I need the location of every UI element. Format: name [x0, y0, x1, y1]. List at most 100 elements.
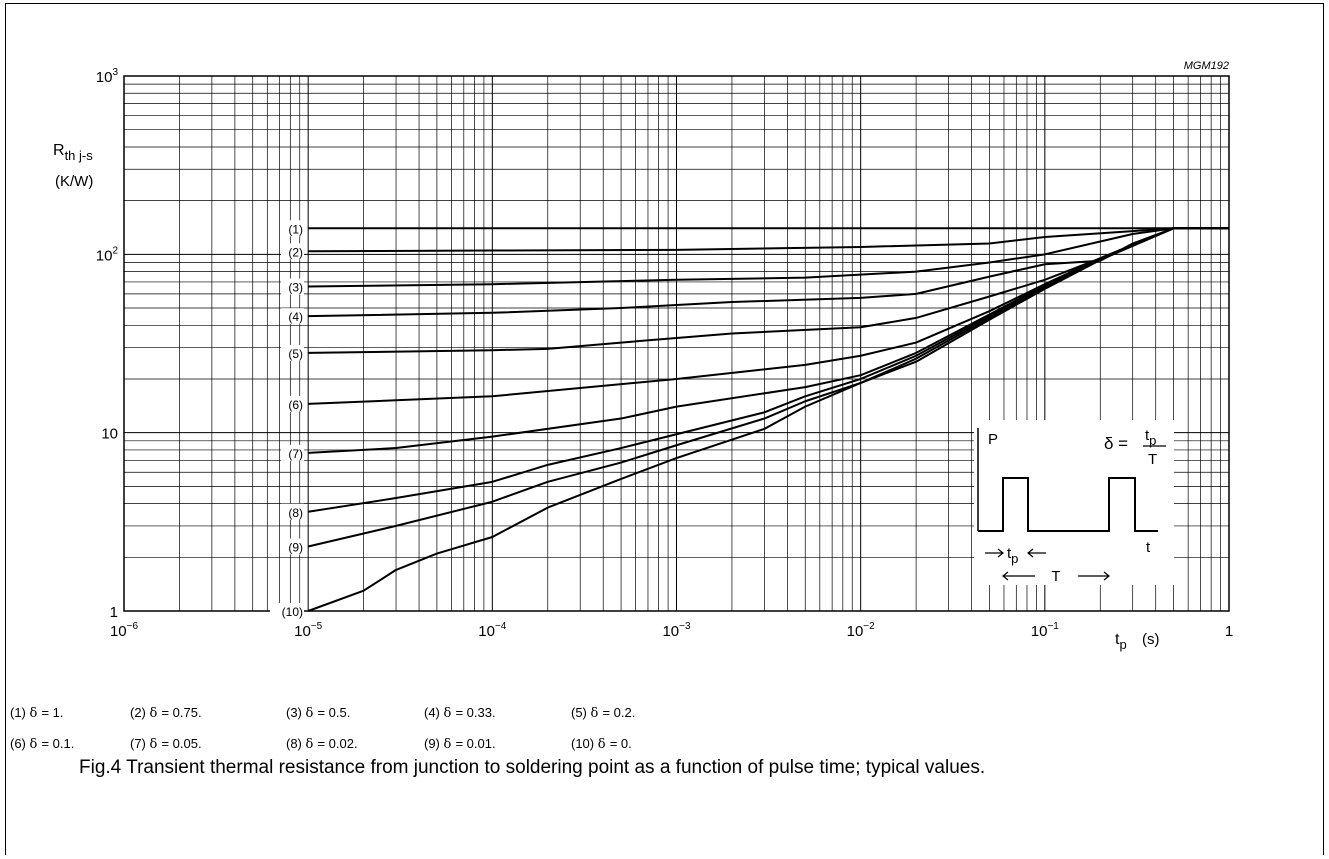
x-tick-label: 10−2: [847, 621, 876, 640]
legend-value: = 0.75.: [161, 705, 202, 720]
legend-number: (5): [571, 705, 591, 720]
inset-tp-label: tp: [1007, 545, 1018, 566]
y-axis-title: Rth j-s: [53, 142, 93, 163]
curve-label-background: [281, 220, 304, 237]
legend-item: (1) δ = 1.: [10, 705, 64, 721]
x-axis-label: tp (s): [1115, 631, 1160, 652]
y-axis-label: Rth j-s (K/W): [48, 135, 118, 195]
curve-label-9: (9): [288, 540, 303, 554]
legend-number: (9): [424, 736, 444, 751]
legend-delta-symbol: δ: [443, 737, 456, 752]
legend-value: = 1.: [41, 705, 64, 720]
curve-label-background: [281, 308, 304, 325]
curve-10: [307, 227, 1229, 612]
inset-formula-lhs: δ =: [1104, 434, 1128, 453]
plot-area-border: [123, 75, 1230, 612]
curve-label-2: (2): [288, 245, 303, 259]
curve-label-background: [281, 243, 304, 260]
legend-number: (2): [130, 705, 150, 720]
legend-item: (9) δ = 0.01.: [424, 736, 496, 752]
inset-period-arrow-left: [1002, 571, 1035, 581]
pulse-inset-diagram: Pt tp Tδ = tp T: [974, 420, 1174, 585]
x-tick-label: 1: [1225, 623, 1233, 640]
legend-delta-symbol: δ: [149, 706, 162, 721]
chart-curves: [307, 227, 1229, 612]
y-tick-label: 10: [101, 426, 118, 443]
legend-value: = 0.02.: [317, 736, 358, 751]
legend-number: (6): [10, 736, 30, 751]
curve-label-3: (3): [288, 281, 303, 295]
legend-item: (4) δ = 0.33.: [424, 705, 496, 721]
legend-number: (8): [286, 736, 306, 751]
curve-label-6: (6): [288, 398, 303, 412]
legend-delta-symbol: δ: [305, 706, 318, 721]
legend-delta-symbol: δ: [597, 737, 610, 752]
legend-item: (2) δ = 0.75.: [130, 705, 202, 721]
legend-item: (10) δ = 0.: [571, 736, 632, 752]
legend-value: = 0.01.: [455, 736, 496, 751]
legend-delta-symbol: δ: [305, 737, 318, 752]
x-axis-title: tp: [1115, 631, 1127, 652]
inset-p-label: P: [988, 431, 998, 448]
legend-item: (7) δ = 0.05.: [130, 736, 202, 752]
inset-period-label: T: [1051, 568, 1060, 585]
curve-label-background: [281, 444, 304, 461]
curve-label-7: (7): [288, 447, 303, 461]
figure-frame: [5, 3, 1324, 855]
inset-pulse-waveform: [978, 477, 1158, 532]
legend-value: = 0.33.: [455, 705, 496, 720]
curve-7: [308, 227, 1229, 454]
legend-item: (3) δ = 0.5.: [286, 705, 350, 721]
x-tick-label: 10−1: [1031, 621, 1060, 640]
figure-caption: Fig.4 Transient thermal resistance from …: [79, 757, 986, 778]
legend-item: (6) δ = 0.1.: [10, 736, 74, 752]
x-tick-label: 10−4: [478, 621, 507, 640]
curve-label-5: (5): [288, 347, 303, 361]
inset-tp-arrow-left: [985, 548, 1004, 558]
y-axis-tick-labels: 1 10 102 103: [96, 67, 119, 621]
y-tick-label: 102: [96, 245, 119, 264]
inset-tp-arrow-right: [1027, 548, 1046, 558]
legend-number: (3): [286, 705, 306, 720]
legend-value: = 0.5.: [317, 705, 351, 720]
legend-value: = 0.2.: [602, 705, 636, 720]
inset-period-arrow-right: [1078, 571, 1110, 581]
legend-number: (7): [130, 736, 150, 751]
thermal-resistance-chart: (1) (2) (3) (4) (5) (6) (7) (8) (9) (10) 10−6 10−5…: [48, 60, 1234, 652]
curve-3: [308, 227, 1229, 288]
legend-delta-symbol: δ: [590, 706, 603, 721]
curve-label-10: (10): [282, 605, 303, 619]
legend-delta-symbol: δ: [29, 706, 42, 721]
curve-label-background: [270, 603, 304, 619]
x-tick-label: 10−3: [662, 621, 691, 640]
y-axis-unit: (K/W): [55, 173, 93, 190]
legend-number: (1): [10, 705, 30, 720]
legend-item: (8) δ = 0.02.: [286, 736, 358, 752]
inset-t-label: t: [1146, 539, 1151, 556]
curve-5: [308, 227, 1229, 354]
legend-item: (5) δ = 0.2.: [571, 705, 635, 721]
chart-code-label: MGM192: [1184, 60, 1229, 72]
y-tick-label: 1: [110, 604, 118, 621]
curve-label-background: [281, 503, 304, 520]
curve-label-background: [281, 344, 304, 361]
legend-delta-symbol: δ: [29, 737, 42, 752]
legend-value: = 0.1.: [41, 736, 75, 751]
y-tick-label: 103: [96, 67, 119, 86]
x-axis-unit: (s): [1142, 631, 1160, 648]
y-axis-label-background: [48, 135, 118, 195]
legend-number: (10): [571, 736, 598, 751]
inset-background: [974, 420, 1174, 585]
curve-label-8: (8): [288, 506, 303, 520]
curve-label-background: [281, 278, 304, 295]
curve-label-4: (4): [288, 310, 303, 324]
chart-grid: [123, 76, 1229, 612]
curve-label-1: (1): [288, 222, 303, 236]
x-axis-tick-labels: 10−6 10−5 10−4 10−3 10−2 10−1 1: [110, 621, 1233, 640]
legend-number: (4): [424, 705, 444, 720]
inset-formula-denominator: T: [1148, 451, 1157, 468]
curve-labels: (1) (2) (3) (4) (5) (6) (7) (8) (9) (10): [270, 220, 304, 619]
inset-formula-numerator: tp: [1145, 427, 1156, 448]
x-tick-label: 10−6: [110, 621, 139, 640]
curve-4: [308, 227, 1229, 318]
